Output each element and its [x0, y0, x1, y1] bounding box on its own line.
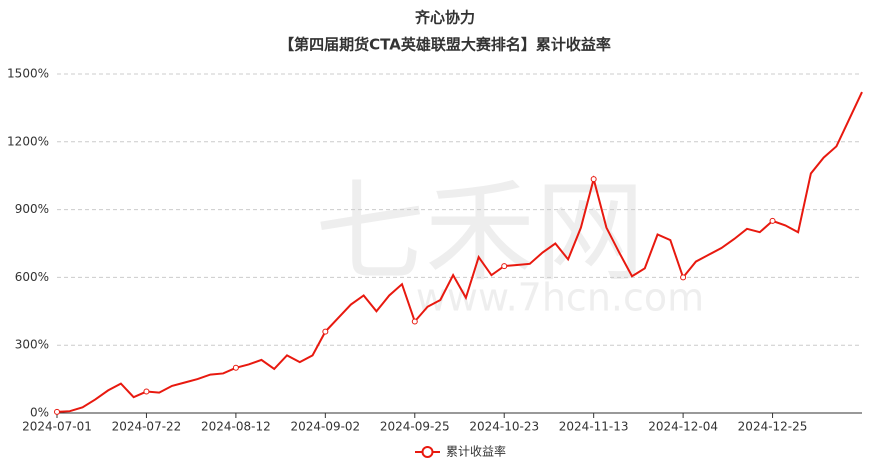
- legend-label: 累计收益率: [446, 444, 506, 459]
- x-tick-label: 2024-08-12: [201, 420, 271, 434]
- y-tick-label: 1500%: [7, 67, 49, 81]
- y-tick-label: 600%: [15, 270, 49, 284]
- chart-subtitle: 【第四届期货CTA英雄联盟大赛排名】累计收益率: [279, 36, 611, 54]
- watermark: www.7hcn.com: [416, 276, 704, 320]
- x-tick-label: 2024-10-23: [469, 420, 539, 434]
- x-tick-label: 2024-09-02: [290, 420, 360, 434]
- point: [680, 274, 687, 281]
- point: [769, 217, 776, 224]
- line: [56, 91, 863, 413]
- y-tick-label: 1200%: [7, 134, 49, 148]
- x-tick-label: 2024-11-13: [559, 420, 629, 434]
- y-tick-label: 300%: [15, 338, 49, 352]
- y-tick-label: 0%: [30, 406, 49, 420]
- point: [501, 263, 508, 270]
- point: [232, 364, 239, 371]
- y-tick-label: 900%: [15, 202, 49, 216]
- point: [411, 318, 418, 325]
- x-tick-label: 2024-07-01: [22, 420, 92, 434]
- x-tick-label: 2024-12-04: [648, 420, 718, 434]
- point: [143, 388, 150, 395]
- legend-symbol: [421, 446, 434, 458]
- point: [322, 328, 329, 335]
- chart-title: 齐心协力: [415, 9, 475, 27]
- point: [590, 176, 597, 183]
- x-tick-label: 2024-07-22: [112, 420, 182, 434]
- x-tick-label: 2024-09-25: [380, 420, 450, 434]
- point: [54, 408, 60, 415]
- x-tick-label: 2024-12-25: [738, 420, 808, 434]
